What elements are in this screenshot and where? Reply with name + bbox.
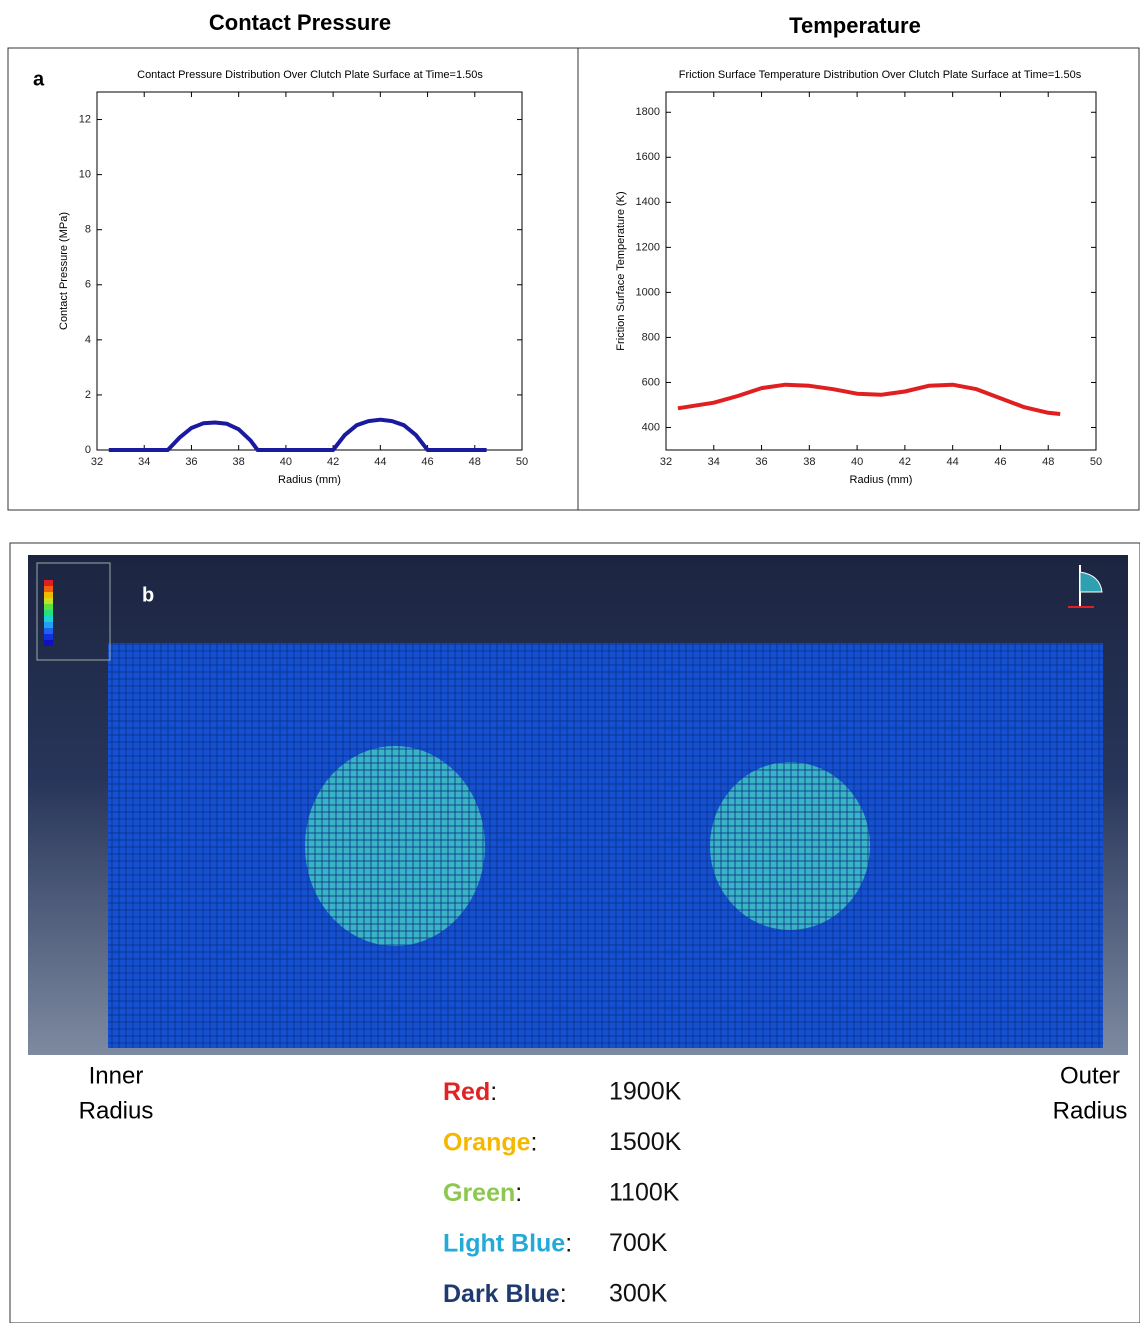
y-axis-label: Contact Pressure (MPa)	[58, 212, 70, 330]
y-tick-label: 8	[85, 224, 91, 236]
y-tick-label: 600	[642, 376, 660, 388]
legend-value: 1900K	[609, 1078, 682, 1106]
y-tick-label: 1000	[636, 286, 660, 298]
x-tick-label: 42	[327, 456, 339, 468]
legend-value: 700K	[609, 1229, 668, 1257]
header: Contact Pressure	[209, 10, 391, 35]
legend-separator: :	[560, 1280, 567, 1308]
y-tick-label: 1600	[636, 151, 660, 163]
x-tick-label: 44	[374, 456, 386, 468]
x-tick-label: 34	[708, 456, 720, 468]
y-tick-label: 1400	[636, 196, 660, 208]
y-tick-label: 2	[85, 389, 91, 401]
x-tick-label: 46	[994, 456, 1006, 468]
legend-name: Red	[443, 1078, 490, 1106]
x-tick-label: 44	[947, 456, 959, 468]
legend-value: 1100K	[609, 1179, 680, 1207]
y-tick-label: 0	[85, 444, 91, 456]
plot-frame	[97, 92, 522, 450]
x-tick-label: 50	[1090, 456, 1102, 468]
x-tick-label: 42	[899, 456, 911, 468]
legend-name: Light Blue	[443, 1229, 565, 1257]
color-legend-strip	[44, 580, 53, 646]
legend-separator: :	[565, 1229, 572, 1257]
legend-separator: :	[490, 1078, 497, 1106]
y-axis-label: Friction Surface Temperature (K)	[615, 191, 627, 350]
legend-entry: Green:	[443, 1179, 522, 1207]
y-tick-label: 1800	[636, 106, 660, 118]
radius-label: Radius	[1053, 1097, 1128, 1124]
legend-entry: Orange:	[443, 1128, 537, 1156]
legend-name: Dark Blue	[443, 1280, 560, 1308]
x-tick-label: 32	[91, 456, 103, 468]
x-tick-label: 50	[516, 456, 528, 468]
radius-label: Radius	[79, 1097, 154, 1124]
x-axis-label: Radius (mm)	[278, 474, 341, 486]
legend-entry: Light Blue:	[443, 1229, 572, 1257]
x-tick-label: 48	[1042, 456, 1054, 468]
y-tick-label: 12	[79, 113, 91, 125]
x-tick-label: 36	[185, 456, 197, 468]
legend-separator: :	[515, 1179, 522, 1207]
panel-label: a	[33, 68, 45, 90]
figure: Contact Pressure Temperature a b Inner R…	[0, 0, 1140, 1323]
radius-label: Inner	[89, 1062, 144, 1089]
legend-entry: Dark Blue:	[443, 1280, 567, 1308]
y-tick-label: 800	[642, 331, 660, 343]
legend-entry: Red:	[443, 1078, 497, 1106]
mesh-grid	[108, 643, 1103, 1048]
legend-name: Green	[443, 1179, 515, 1207]
panel-label: b	[142, 584, 154, 606]
x-tick-label: 40	[280, 456, 292, 468]
legend-value: 1500K	[609, 1128, 682, 1156]
x-tick-label: 48	[469, 456, 481, 468]
x-axis-label: Radius (mm)	[850, 474, 913, 486]
legend-value: 300K	[609, 1280, 668, 1308]
header: Temperature	[789, 13, 921, 38]
chart-title: Friction Surface Temperature Distributio…	[679, 69, 1082, 81]
y-tick-label: 1200	[636, 241, 660, 253]
radius-label: Outer	[1060, 1062, 1120, 1089]
y-tick-label: 10	[79, 169, 91, 181]
x-tick-label: 38	[233, 456, 245, 468]
y-tick-label: 400	[642, 421, 660, 433]
legend-separator: :	[531, 1128, 538, 1156]
x-tick-label: 46	[421, 456, 433, 468]
y-tick-label: 6	[85, 279, 91, 291]
y-tick-label: 4	[85, 334, 91, 346]
x-tick-label: 34	[138, 456, 150, 468]
x-tick-label: 40	[851, 456, 863, 468]
x-tick-label: 36	[755, 456, 767, 468]
x-tick-label: 38	[803, 456, 815, 468]
x-tick-label: 32	[660, 456, 672, 468]
legend-name: Orange	[443, 1128, 531, 1156]
chart-title: Contact Pressure Distribution Over Clutc…	[137, 69, 483, 81]
